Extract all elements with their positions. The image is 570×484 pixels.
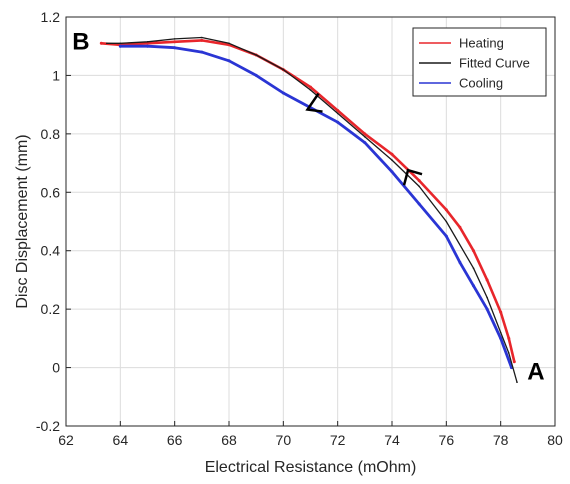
- data-point-fitted-curve: [472, 267, 475, 270]
- legend-label-heating: Heating: [459, 36, 504, 51]
- legend: Heating Fitted Curve Cooling: [412, 27, 547, 97]
- data-point-heating: [390, 152, 394, 156]
- data-point-cooling: [200, 50, 204, 54]
- data-point-fitted-curve: [106, 42, 108, 45]
- data-point-cooling: [417, 202, 421, 206]
- data-point-heating: [512, 360, 516, 364]
- series-layer: [99, 36, 518, 384]
- x-tick-label: 72: [330, 432, 346, 448]
- x-tick-label: 74: [384, 432, 400, 448]
- y-tick-label: 1: [52, 67, 60, 83]
- y-tick-label: 0.6: [41, 184, 61, 200]
- y-tick-label: 0.4: [41, 243, 61, 259]
- x-tick-label: 80: [547, 432, 563, 448]
- data-point-fitted-curve: [364, 136, 366, 138]
- data-point-cooling: [146, 44, 149, 48]
- data-point-fitted-curve: [508, 352, 510, 354]
- data-point-cooling: [363, 141, 367, 145]
- direction-arrow: [305, 92, 323, 113]
- y-tick-label: 0.8: [41, 126, 61, 142]
- data-point-fitted-curve: [418, 185, 421, 188]
- x-tick-label: 76: [439, 432, 455, 448]
- data-point-heating: [444, 208, 448, 212]
- data-point-fitted-curve: [391, 159, 393, 161]
- data-point-fitted-curve: [228, 42, 230, 45]
- x-tick-label: 68: [221, 432, 237, 448]
- data-point-cooling: [458, 260, 462, 264]
- annotation-layer: BA: [72, 28, 544, 385]
- data-point-fitted-curve: [282, 68, 285, 71]
- data-point-heating: [200, 38, 204, 42]
- data-point-cooling: [118, 44, 122, 48]
- data-point-cooling: [336, 120, 340, 124]
- y-axis-label: Disc Displacement (mm): [14, 134, 31, 308]
- x-tick-label: 64: [113, 432, 129, 448]
- data-point-heating: [363, 132, 367, 136]
- x-tick-label: 78: [493, 432, 509, 448]
- data-point-heating: [309, 85, 312, 89]
- legend-label-cooling: Cooling: [459, 76, 503, 91]
- data-point-cooling: [173, 46, 177, 50]
- data-point-heating: [173, 40, 177, 44]
- data-point-cooling: [444, 234, 448, 238]
- series-line-cooling: [118, 44, 513, 369]
- data-point-heating: [417, 179, 421, 183]
- legend-box: [412, 27, 547, 97]
- data-point-heating: [336, 109, 340, 112]
- y-tick-label: 1.2: [41, 9, 61, 25]
- data-point-fitted-curve: [309, 89, 312, 91]
- data-point-fitted-curve: [516, 381, 518, 384]
- data-point-heating: [472, 249, 475, 253]
- data-point-fitted-curve: [119, 42, 122, 45]
- data-point-heating: [146, 41, 149, 45]
- legend-label-fitted-curve: Fitted Curve: [459, 56, 530, 71]
- data-point-fitted-curve: [486, 296, 488, 299]
- arrow-layer: [305, 92, 423, 186]
- data-point-fitted-curve: [499, 331, 502, 334]
- x-tick-label: 66: [167, 432, 183, 448]
- y-tick-label: 0.2: [41, 301, 61, 317]
- x-axis-label: Electrical Resistance (mOhm): [205, 459, 417, 476]
- data-point-cooling: [227, 59, 231, 63]
- y-tick-label: -0.2: [36, 418, 60, 434]
- data-point-fitted-curve: [173, 38, 176, 40]
- x-tick-label: 62: [58, 432, 74, 448]
- data-point-heating: [99, 41, 103, 45]
- data-point-cooling: [281, 91, 285, 95]
- data-point-fitted-curve: [255, 54, 257, 56]
- data-point-heating: [485, 278, 489, 282]
- data-point-cooling: [485, 307, 489, 311]
- series-line-heating: [100, 39, 516, 363]
- tick-layer: 62 64 66 68 70 72 74 76 78 80 -0.2 0 0.2 0.4 0.6 0.8 1 1.…: [36, 9, 563, 448]
- data-point-cooling: [390, 170, 394, 174]
- point-label-a: A: [527, 358, 544, 385]
- x-tick-label: 70: [276, 432, 292, 448]
- point-label-b: B: [72, 28, 89, 55]
- data-point-cooling: [254, 73, 258, 77]
- data-point-fitted-curve: [336, 112, 339, 115]
- data-point-cooling: [499, 336, 503, 340]
- data-point-heating: [458, 225, 462, 229]
- data-point-heating: [507, 336, 511, 340]
- direction-arrow: [402, 168, 423, 186]
- data-point-fitted-curve: [201, 36, 203, 39]
- y-tick-label: 0: [52, 360, 60, 376]
- plot-frame: [65, 16, 556, 427]
- data-point-fitted-curve: [445, 220, 448, 223]
- data-point-heating: [499, 310, 503, 314]
- data-point-cooling: [472, 284, 475, 288]
- data-point-fitted-curve: [146, 41, 149, 43]
